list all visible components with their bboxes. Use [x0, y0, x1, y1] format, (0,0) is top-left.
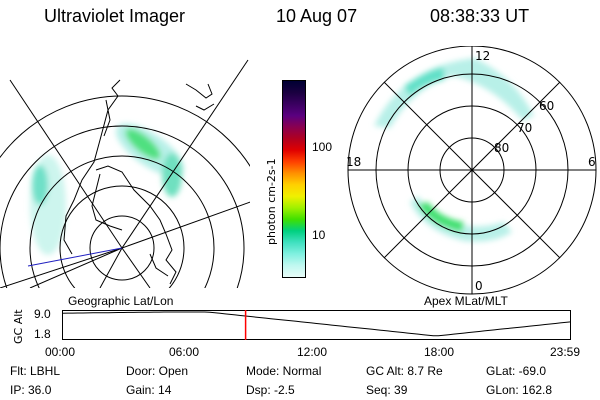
mode-value: Mode: Normal	[246, 364, 322, 378]
x-tick-2359: 23:59	[550, 345, 581, 359]
colorbar	[282, 80, 306, 278]
coastlines	[63, 79, 215, 285]
orbit-altitude-curve	[62, 311, 571, 337]
apex-panel-label: Apex MLat/MLT	[424, 294, 508, 308]
apex-polar-panel: 12 18 6 0 60 70 80	[346, 46, 597, 295]
filter-value: Flt: LBHL	[10, 364, 61, 378]
timeline-y-tick-low: 1.8	[34, 327, 51, 341]
timeline-y-tick-high: 9.0	[34, 307, 51, 321]
timeline-plot	[62, 310, 571, 340]
colorbar-tick-100: 100	[312, 140, 333, 154]
date-label: 10 Aug 07	[276, 6, 358, 26]
mlt-label-0: 0	[475, 279, 483, 293]
x-tick-0000: 00:00	[45, 345, 76, 359]
svg-text:photon cm-2s-1: photon cm-2s-1	[265, 158, 278, 245]
ip-value: IP: 36.0	[10, 383, 52, 397]
aurora-emission-apex	[374, 58, 534, 242]
colorbar-unit-label: photon cm-2s-1	[265, 158, 278, 245]
geographic-map-panel	[0, 59, 250, 288]
gain-value: Gain: 14	[126, 383, 172, 397]
geo-panel-label: Geographic Lat/Lon	[68, 294, 174, 308]
timeline-y-label: GC Alt	[12, 309, 25, 344]
mlat-label-60: 60	[539, 99, 554, 113]
x-tick-0600: 06:00	[169, 345, 200, 359]
colorbar-tick-10: 10	[312, 228, 326, 242]
sun-direction-line	[27, 247, 123, 267]
mlt-label-6: 6	[588, 155, 596, 169]
glat-value: GLat: -69.0	[486, 364, 547, 378]
mlat-label-80: 80	[494, 141, 509, 155]
geo-grid	[0, 59, 250, 288]
apex-grid	[347, 46, 597, 295]
mlat-label-70: 70	[517, 121, 532, 135]
instrument-title: Ultraviolet Imager	[44, 6, 186, 26]
x-tick-1200: 12:00	[297, 345, 328, 359]
svg-text:GC Alt: GC Alt	[12, 309, 25, 344]
seq-value: Seq: 39	[366, 383, 408, 397]
aurora-emission-geo	[30, 123, 185, 255]
x-tick-1800: 18:00	[424, 345, 455, 359]
mlt-label-18: 18	[346, 155, 361, 169]
dsp-value: Dsp: -2.5	[246, 383, 295, 397]
gc-alt-value: GC Alt: 8.7 Re	[366, 364, 443, 378]
time-label: 08:38:33 UT	[430, 6, 530, 26]
mlt-label-12: 12	[475, 49, 490, 63]
glon-value: GLon: 162.8	[486, 383, 553, 397]
door-value: Door: Open	[126, 364, 189, 378]
